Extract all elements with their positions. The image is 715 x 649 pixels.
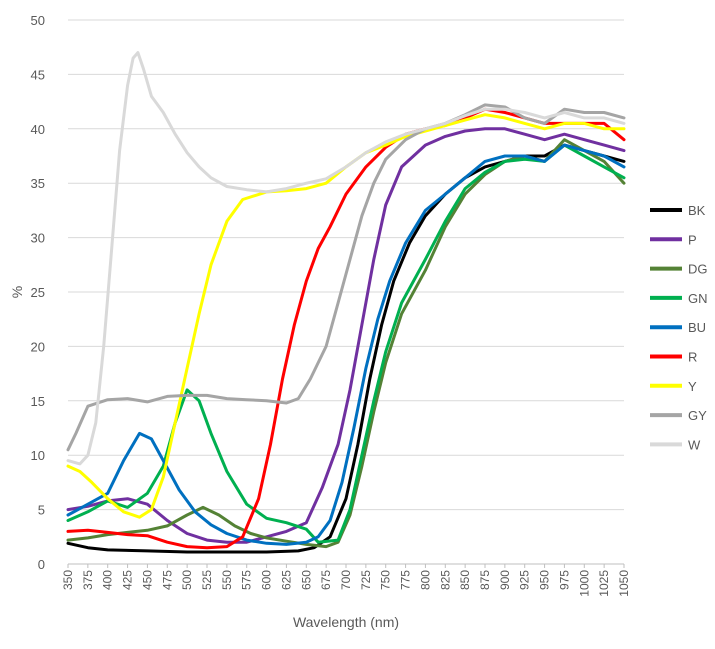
series-line-bu [66, 143, 626, 546]
x-tick-label: 625 [279, 570, 293, 590]
y-tick-label: 10 [31, 448, 45, 463]
x-tick-label: 475 [160, 570, 174, 590]
x-tick-label: 600 [260, 570, 274, 590]
x-tick-label: 550 [220, 570, 234, 590]
series-line-bk [66, 143, 626, 554]
series-line-y [66, 113, 626, 519]
y-tick-label: 40 [31, 122, 45, 137]
x-tick-label: 675 [319, 570, 333, 590]
x-tick-label: 850 [458, 570, 472, 590]
x-tick-label: 525 [200, 570, 214, 590]
y-tick-label: 20 [31, 339, 45, 354]
x-tick-label: 975 [557, 570, 571, 590]
series-line-w [66, 51, 626, 466]
x-axis-label: Wavelength (nm) [293, 614, 399, 630]
legend-label: W [688, 437, 701, 452]
x-tick-label: 650 [299, 570, 313, 590]
y-tick-label: 5 [38, 503, 45, 518]
y-tick-label: 35 [31, 176, 45, 191]
y-tick-label: 0 [38, 557, 45, 572]
x-tick-label: 900 [498, 570, 512, 590]
legend-item-gy: GY [650, 408, 707, 423]
legend-label: GY [688, 408, 707, 423]
x-tick-label: 1050 [617, 570, 631, 597]
legend-label: R [688, 350, 697, 365]
x-tick-label: 1025 [597, 570, 611, 597]
legend-item-p: P [650, 232, 697, 247]
y-tick-label: 50 [31, 13, 45, 28]
x-tick-label: 575 [240, 570, 254, 590]
axes: 0 5 10 15 20 25 30 35 40 45 50 350 375 400 425 450 475 50… [31, 13, 631, 597]
x-tick-label: 450 [140, 570, 154, 590]
legend-label: P [688, 232, 697, 247]
legend-item-bk: BK [650, 203, 706, 218]
x-tick-label: 950 [538, 570, 552, 590]
legend-label: BU [688, 320, 706, 335]
series-line-gy [66, 103, 626, 452]
legend-label: BK [688, 203, 706, 218]
y-tick-label: 15 [31, 394, 45, 409]
x-tick-label: 750 [379, 570, 393, 590]
x-tick-label: 925 [518, 570, 532, 590]
x-tick-label: 500 [180, 570, 194, 590]
legend-label: Y [688, 379, 697, 394]
legend-item-w: W [650, 437, 701, 452]
series-line-p [66, 127, 626, 544]
y-tick-label: 25 [31, 285, 45, 300]
x-tick-label: 725 [359, 570, 373, 590]
y-tick-label: 45 [31, 67, 45, 82]
x-tick-label: 800 [418, 570, 432, 590]
y-tick-label: 30 [31, 231, 45, 246]
x-tick-label: 425 [121, 570, 135, 590]
series-lines [66, 51, 626, 554]
series-line-gn [66, 143, 626, 544]
x-tick-label: 875 [478, 570, 492, 590]
legend-label: DG [688, 262, 708, 277]
legend-item-dg: DG [650, 262, 708, 277]
x-tick-label: 375 [81, 570, 95, 590]
legend-item-bu: BU [650, 320, 706, 335]
legend-item-gn: GN [650, 291, 708, 306]
gridlines [68, 19, 624, 565]
x-tick-label: 775 [399, 570, 413, 590]
x-tick-label: 1000 [577, 570, 591, 597]
y-axis-label: % [9, 286, 25, 298]
series-line-r [66, 107, 626, 550]
legend-item-r: R [650, 350, 697, 365]
x-tick-label: 350 [61, 570, 75, 590]
legend: BK P DG GN BU RY GY W [650, 203, 708, 452]
x-tick-label: 400 [101, 570, 115, 590]
x-tick-label: 825 [438, 570, 452, 590]
legend-item-y: Y [650, 379, 697, 394]
legend-label: GN [688, 291, 708, 306]
x-tick-label: 700 [339, 570, 353, 590]
